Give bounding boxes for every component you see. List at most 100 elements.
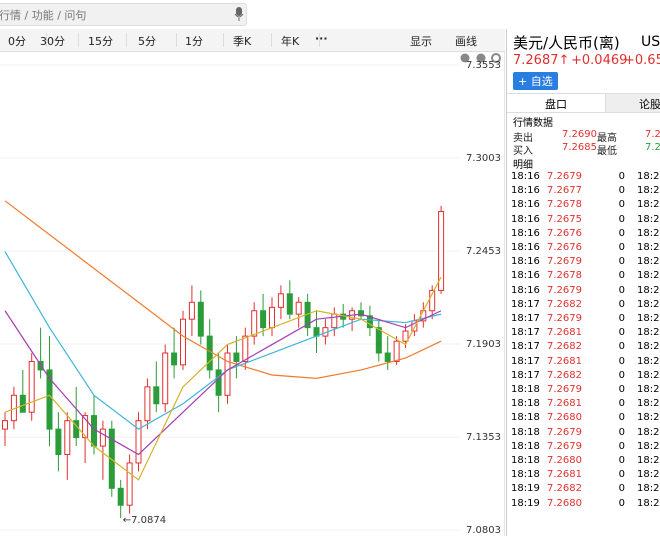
detail-cell: 18:18	[511, 455, 540, 466]
last-price: 7.2687↑	[513, 53, 570, 68]
detail-cell: 18:21	[637, 213, 660, 225]
candle-body	[331, 313, 338, 329]
candle-body	[135, 420, 142, 464]
ma-line	[4, 276, 442, 481]
candle-body	[286, 293, 293, 315]
divider	[126, 33, 127, 47]
period-button[interactable]: 季K	[233, 35, 252, 48]
ma-line	[4, 200, 442, 379]
detail-cell: 18:17	[511, 327, 540, 339]
candle-body	[358, 310, 364, 317]
candle-body	[46, 369, 53, 430]
detail-cell: 18:18	[511, 398, 540, 410]
period-button[interactable]: 1分	[185, 35, 203, 48]
detail-cell: 0	[618, 341, 625, 353]
divider	[78, 33, 79, 47]
chart: 7.3553 7.3003 7.2453 7.1903 7.1353 7.0803 ←7.0…	[0, 52, 505, 536]
detail-cell: 18:22	[637, 469, 660, 481]
draw-button[interactable]: 画线	[455, 35, 477, 48]
period-button[interactable]: 年K	[281, 35, 300, 48]
detail-cell: 0	[618, 369, 625, 381]
watch-button[interactable]: + 自选	[513, 72, 558, 90]
detail-cell: 18:21	[637, 327, 660, 339]
mic-icon[interactable]	[234, 7, 244, 22]
y-tick-label: 7.3003	[466, 153, 501, 164]
detail-cell: 7.2681	[547, 398, 582, 410]
detail-cell: 18:21	[637, 270, 660, 282]
section-title: 行情数据	[513, 118, 553, 129]
period-button[interactable]: 30分	[40, 35, 65, 48]
candle-body	[144, 386, 151, 422]
detail-cell: 18:18	[511, 469, 540, 481]
detail-cell: 0	[618, 284, 625, 296]
detail-cell: 18:22	[637, 426, 660, 438]
settings[interactable]	[491, 53, 501, 63]
candle-body	[197, 301, 204, 337]
detail-cell: 18:16	[511, 227, 540, 239]
detail-cell: 18:21	[637, 369, 660, 381]
detail-cell: 18:17	[511, 341, 540, 353]
detail-cell: 7.2681	[547, 327, 582, 339]
detail-cell: 7.2679	[547, 171, 582, 182]
zoom-in[interactable]	[460, 53, 470, 63]
detail-cell: 0	[618, 355, 625, 367]
detail-cell: 7.2682	[547, 341, 582, 353]
search-placeholder: 行情 / 功能 / 问句	[0, 9, 87, 22]
more-button[interactable]: ···	[315, 32, 328, 45]
price-change: +0.0469	[571, 53, 628, 68]
detail-cell: 18:21	[637, 199, 660, 211]
detail-cell: 18:17	[511, 298, 540, 310]
candle-body	[99, 428, 106, 447]
detail-cell: 18:20	[637, 171, 660, 182]
detail-cell: 0	[618, 171, 625, 182]
candle-body	[269, 306, 275, 329]
detail-cell: 0	[618, 469, 625, 481]
detail-cell: 7.2679	[547, 440, 582, 452]
candle-body	[366, 315, 373, 329]
change-percent: +0.65%	[624, 53, 660, 68]
detail-cell: 18:16	[511, 185, 540, 197]
candle-body	[153, 386, 160, 405]
detail-cell: 18:17	[511, 369, 540, 381]
detail-cell: 7.2679	[547, 284, 582, 296]
candle-body	[126, 462, 133, 506]
candle-body	[438, 210, 445, 291]
period-button[interactable]: 15分	[88, 35, 113, 48]
detail-cell: 18:16	[511, 242, 540, 253]
detail-cell: 0	[618, 213, 625, 225]
candle-body	[55, 428, 62, 455]
period-button[interactable]: 5分	[138, 35, 156, 48]
detail-cell: 0	[618, 398, 625, 410]
tab[interactable]: 盘口	[545, 98, 567, 111]
detail-cell: 18:19	[511, 497, 540, 509]
detail-cell: 18:22	[637, 455, 660, 466]
candle-body	[295, 301, 302, 315]
low-annotation: ←7.0874	[123, 515, 166, 526]
detail-cell: 18:22	[637, 412, 660, 424]
detail-cell: 0	[618, 242, 625, 253]
y-tick-label: 7.1353	[466, 432, 501, 443]
detail-cell: 7.2681	[547, 355, 582, 367]
candle-body	[180, 318, 186, 366]
y-tick-label: 7.2453	[466, 246, 501, 257]
market-cell: 卖出	[513, 133, 533, 144]
detail-cell: 18:17	[511, 355, 540, 367]
detail-cell: 7.2676	[547, 227, 582, 239]
detail-cell: 18:22	[637, 483, 660, 495]
period-button[interactable]: 0分	[8, 35, 26, 48]
ma-line	[4, 310, 442, 456]
detail-cell: 18:16	[511, 270, 540, 282]
zoom-out[interactable]	[476, 53, 486, 63]
candle-body	[277, 293, 284, 308]
detail-cell: 18:22	[637, 384, 660, 395]
search-box[interactable]: 行情 / 功能 / 问句	[0, 3, 247, 26]
detail-cell: 0	[618, 455, 625, 466]
detail-cell: 7.2680	[547, 455, 582, 466]
detail-cell: 7.2678	[547, 270, 582, 282]
detail-cell: 18:21	[637, 242, 660, 253]
tab[interactable]: 论股	[639, 98, 660, 111]
detail-cell: 7.2677	[547, 185, 582, 197]
display-button[interactable]: 显示	[410, 35, 432, 48]
divider	[319, 33, 320, 47]
